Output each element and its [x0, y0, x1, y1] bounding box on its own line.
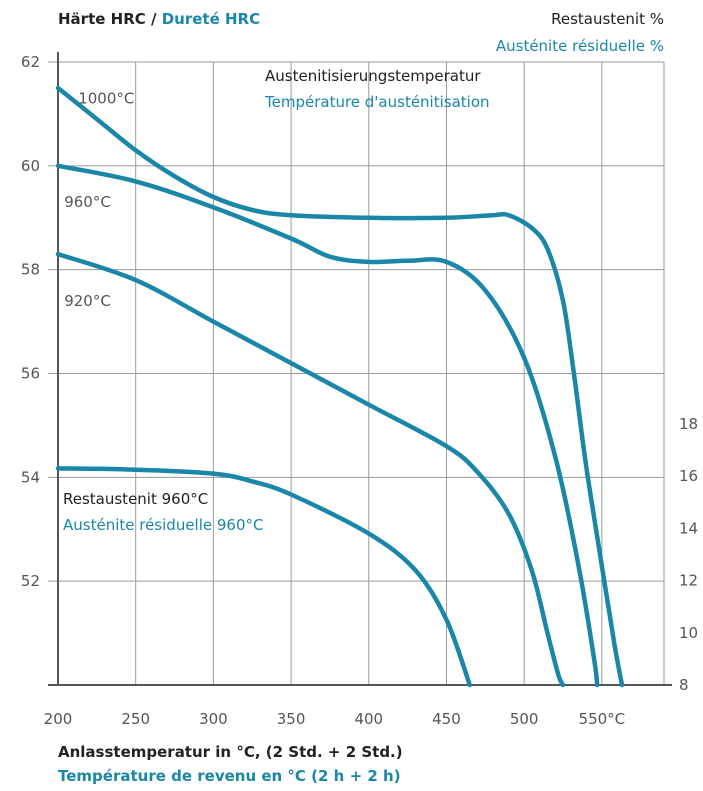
y-axis-title-de: Härte HRC: [58, 10, 146, 28]
y2-tick-label: 10: [679, 624, 698, 642]
y-axis-title-fr: Dureté HRC: [162, 10, 260, 28]
x-tick-label: 300: [199, 710, 228, 728]
y2-tick-label: 18: [679, 415, 698, 433]
x-tick-label: 450: [432, 710, 461, 728]
curve-label: 920°C: [64, 292, 111, 310]
x-tick-label: 400: [354, 710, 383, 728]
legend-title-de: Austenitisierungstemperatur: [265, 67, 481, 85]
annotation-de: Restaustenit 960°C: [63, 490, 208, 508]
x-tick-label: 550°C: [579, 710, 626, 728]
series-line-0: [55, 85, 625, 688]
series-line-2: [55, 251, 566, 688]
x-axis-title-fr: Température de revenu en °C (2 h + 2 h): [58, 767, 401, 785]
y-axis-title: Härte HRC / Dureté HRC: [58, 10, 260, 28]
x-tick-label: 350: [277, 710, 306, 728]
y-tick-label: 52: [21, 572, 40, 590]
curve-label: 960°C: [64, 193, 111, 211]
series-line-1: [55, 163, 600, 688]
legend-title-fr: Température d'austénitisation: [264, 93, 490, 111]
y-axis-title-sep: /: [146, 10, 162, 28]
series-curves: [55, 85, 625, 688]
y-tick-label: 54: [21, 468, 40, 486]
x-axis-title-de: Anlasstemperatur in °C, (2 Std. + 2 Std.…: [58, 743, 403, 761]
x-tick-label: 200: [44, 710, 73, 728]
annotation-fr: Austénite résiduelle 960°C: [63, 516, 264, 534]
y-tick-label: 58: [21, 261, 40, 279]
y2-tick-label: 14: [679, 519, 698, 537]
y2-tick-label: 8: [679, 676, 689, 694]
y-tick-label: 62: [21, 53, 40, 71]
y2-tick-labels: 18 16 14 12 10 8: [679, 415, 698, 694]
axes: [48, 52, 672, 686]
x-tick-label: 500: [510, 710, 539, 728]
y-tick-label: 56: [21, 365, 40, 383]
curve-label: 1000°C: [78, 89, 134, 107]
series-line-3: [55, 466, 473, 688]
y-tick-label: 60: [21, 157, 40, 175]
curve-labels: 1000°C 960°C 920°C: [64, 89, 134, 309]
y2-axis-title-fr: Austénite résiduelle %: [496, 37, 664, 55]
y2-tick-label: 16: [679, 467, 698, 485]
x-tick-labels: 200 250 300 350 400 450 500 550°C: [44, 710, 625, 728]
x-tick-label: 250: [121, 710, 150, 728]
y2-axis-title-de: Restaustenit %: [551, 10, 664, 28]
y2-tick-label: 12: [679, 572, 698, 590]
y-tick-labels: 62 60 58 56 54 52: [21, 53, 40, 590]
